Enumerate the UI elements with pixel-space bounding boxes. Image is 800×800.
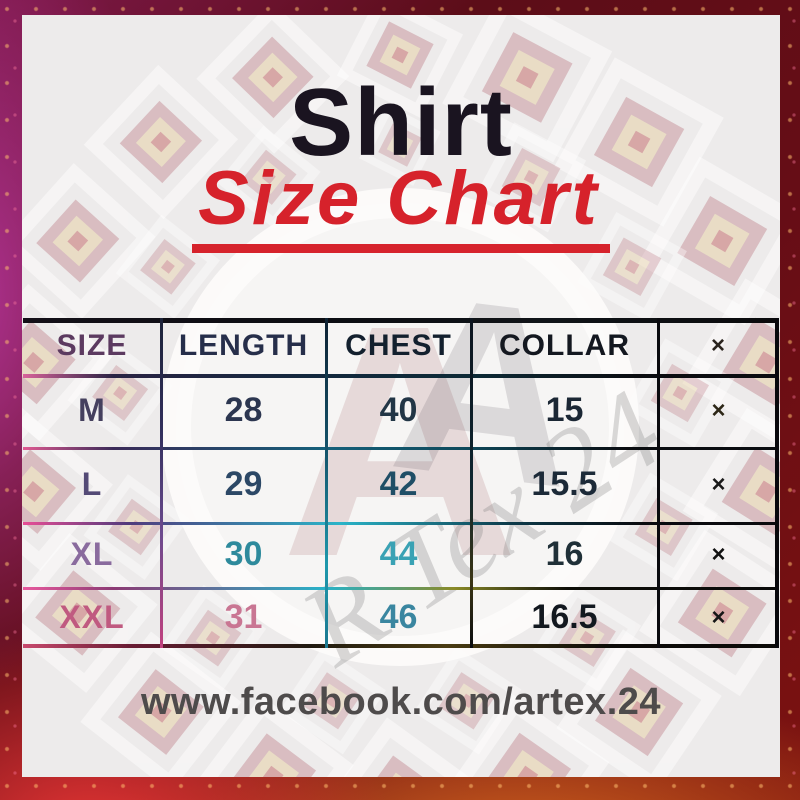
diamond-icon [278, 647, 387, 755]
mandala-watermark: A A R Tex 24 [22, 15, 780, 777]
cell-chest-xxl: 46 [379, 598, 418, 636]
table-gridline-col3 [470, 318, 473, 648]
cell-x-m: × [711, 396, 726, 424]
diamond-icon [336, 15, 464, 119]
table-gridline-right [775, 318, 779, 648]
diamond-icon [413, 646, 522, 755]
cell-x-l: × [711, 470, 726, 498]
table-gridline-col1 [159, 318, 163, 648]
cell-chest-l: 42 [379, 465, 418, 503]
diamond-icon [609, 472, 719, 582]
diamond-icon [83, 474, 190, 580]
diamond-icon [318, 717, 482, 777]
header-cell-length: LENGTH [178, 329, 309, 362]
table-gridline-row3 [23, 587, 779, 590]
diamond-icon [217, 125, 321, 230]
diamond-icon [554, 57, 724, 227]
header-cell-size: SIZE [56, 329, 128, 362]
diamond-icon [67, 340, 173, 446]
diamond-icon [115, 214, 221, 319]
diamond-icon [191, 695, 354, 777]
diamond-icon [682, 278, 780, 447]
diamond-icon [625, 338, 735, 448]
cell-x-xl: × [711, 540, 726, 568]
header-cell-collar: COLLAR [499, 329, 630, 362]
diamond-pattern [22, 15, 780, 777]
cell-collar-xl: 16 [545, 535, 584, 573]
diamond-icon [196, 15, 350, 154]
facebook-url: www.facebook.com/artex.24 [140, 681, 662, 723]
diamond-icon [80, 631, 242, 777]
poster-background: A A R Tex 24 Shirt Size Chart SIZE LENGT… [22, 15, 780, 777]
cell-length-xl: 30 [224, 535, 263, 573]
table-gridline-row2 [23, 522, 779, 525]
diamond-icon [442, 15, 613, 163]
diamond-icon [556, 629, 722, 777]
cell-chest-xl: 44 [379, 535, 418, 573]
mandala-circle [161, 188, 639, 666]
table-gridline-row1 [23, 447, 779, 450]
diamond-icon [476, 122, 587, 233]
poster-subtitle-wrap: Size Chart [22, 161, 780, 253]
diamond-icon [83, 64, 239, 220]
diamond-icon [22, 163, 156, 319]
table-gridline-bottom [23, 644, 779, 648]
logo-letter-shadow-watermark: A [380, 241, 593, 540]
cell-length-l: 29 [224, 465, 263, 503]
cell-size-l: L [81, 466, 103, 502]
diamond-icon [637, 156, 780, 326]
cell-collar-xxl: 16.5 [531, 598, 598, 636]
logo-letter-watermark: A [281, 256, 519, 625]
cell-size-m: M [78, 392, 106, 428]
table-gridline-col4 [656, 318, 660, 648]
diamond-icon [22, 533, 158, 693]
cell-size-xxl: XXL [59, 599, 125, 635]
poster-subtitle: Size Chart [192, 161, 610, 253]
table-gridline-top [23, 318, 779, 323]
size-chart-table: SIZE LENGTH CHEST COLLAR × M 28 40 15 × … [23, 318, 779, 648]
cell-length-xxl: 31 [224, 598, 263, 636]
table-gridline-col2 [325, 318, 328, 648]
cell-collar-m: 15 [545, 391, 584, 429]
poster-title: Shirt [289, 69, 513, 176]
cell-size-xl: XL [70, 536, 114, 572]
diamond-icon [445, 694, 610, 777]
diamond-icon [359, 104, 441, 186]
table-gridline-header [23, 374, 779, 378]
diamond-icon [682, 408, 780, 576]
cell-x-xxl: × [711, 603, 726, 631]
header-cell-x: × [710, 332, 726, 359]
header-cell-chest: CHEST [345, 329, 452, 362]
diamond-icon [639, 529, 780, 697]
cell-collar-l: 15.5 [531, 465, 598, 503]
cell-length-m: 28 [224, 391, 263, 429]
cell-chest-m: 40 [379, 391, 418, 429]
